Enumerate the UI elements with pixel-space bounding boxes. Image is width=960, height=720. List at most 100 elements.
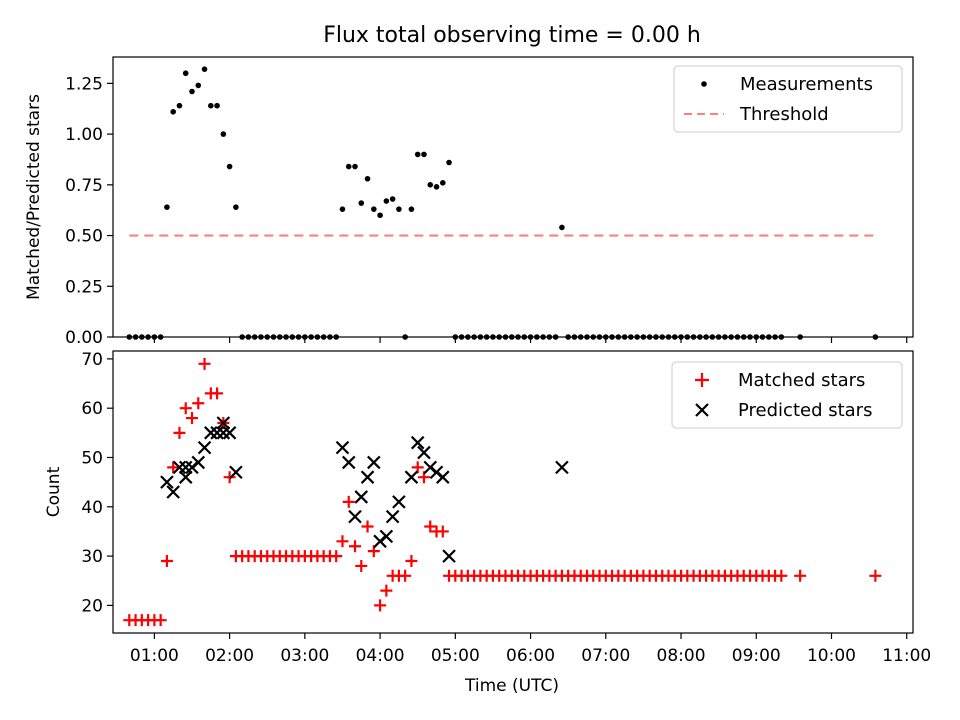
predicted-star-point — [410, 435, 425, 450]
measurement-point — [371, 206, 377, 212]
measurement-point — [208, 102, 214, 109]
x-tick-label: 05:00 — [431, 646, 480, 666]
predicted-star-point — [210, 426, 224, 440]
predicted-star-point — [367, 455, 381, 470]
measurement-point — [201, 66, 208, 72]
predicted-star-point — [216, 416, 231, 430]
matched-star-point — [794, 569, 807, 582]
measurement-point — [170, 108, 176, 115]
measurement-point — [339, 206, 346, 212]
matched-star-point — [361, 520, 374, 533]
matched-star-point — [380, 584, 393, 597]
matched-star-point — [198, 357, 211, 370]
measurement-point — [421, 151, 427, 158]
measurement-point — [408, 206, 415, 212]
matched-star-point — [436, 525, 449, 538]
matched-star-point — [192, 397, 205, 410]
measurement-point — [446, 159, 452, 166]
bottom-axes: 20 30 40 50 60 70 01:00 02:00 03:00 04:00 05:00 06:… — [81, 350, 931, 666]
x-tick-label: 08:00 — [657, 646, 706, 666]
x-tick-label: 02:00 — [205, 646, 254, 666]
legend-marker-predicted — [695, 403, 709, 417]
predicted-star-point — [436, 470, 450, 484]
bottom-marks — [123, 357, 882, 627]
matched-star-point — [179, 402, 192, 415]
matched-star-point — [160, 555, 173, 568]
matched-star-point — [355, 559, 368, 572]
legend-label-measurements: Measurements — [740, 74, 873, 95]
predicted-star-point — [178, 460, 193, 475]
predicted-star-point — [360, 470, 375, 484]
matched-star-point — [211, 387, 224, 400]
matched-star-point — [424, 520, 437, 533]
x-tick-label: 11:00 — [882, 646, 931, 666]
matched-star-point — [405, 555, 418, 568]
legend-label-predicted: Predicted stars — [738, 400, 872, 421]
predicted-star-point — [216, 426, 231, 440]
predicted-star-point — [335, 440, 350, 455]
matched-star-point — [417, 471, 430, 484]
matched-star-point — [342, 495, 355, 508]
x-axis-label: Time (UTC) — [464, 676, 559, 696]
y-tick-label: 30 — [81, 547, 103, 567]
top-legend: Measurements Threshold — [673, 65, 903, 133]
measurement-point — [396, 206, 402, 212]
matched-star-point — [411, 461, 424, 474]
x-tick-label: 01:00 — [130, 646, 179, 666]
measurement-point — [352, 163, 358, 170]
measurement-point — [559, 224, 565, 231]
x-tick-label: 10:00 — [807, 646, 856, 666]
bottom-ylabel: Count — [44, 466, 64, 517]
measurement-point — [195, 82, 202, 89]
top-axes: 0.00 0.25 0.50 0.75 1.00 1.25 — [65, 74, 908, 348]
predicted-star-point — [404, 470, 419, 484]
bottom-panel: 20 30 40 50 60 70 01:00 02:00 03:00 04:00 05:00 06:… — [44, 350, 931, 696]
x-tick-label: 04:00 — [356, 646, 405, 666]
legend-label-threshold: Threshold — [739, 104, 829, 125]
measurement-point — [433, 184, 440, 190]
measurement-point — [427, 182, 434, 188]
matched-star-point — [173, 426, 186, 439]
predicted-star-point — [348, 509, 362, 524]
predicted-star-point — [392, 495, 406, 509]
matched-star-point — [167, 461, 180, 474]
measurement-point — [214, 102, 220, 109]
measurement-point — [176, 102, 183, 109]
predicted-star-point — [417, 445, 431, 460]
y-tick-label: 40 — [81, 498, 103, 518]
x-tick-label: 09:00 — [732, 646, 781, 666]
predicted-star-point — [166, 485, 180, 499]
predicted-star-point — [442, 549, 456, 563]
y-tick-label: 0.50 — [65, 227, 103, 247]
predicted-star-point — [229, 465, 243, 480]
predicted-star-point — [354, 490, 369, 504]
top-ylabel: Matched/Predicted stars — [24, 94, 44, 300]
measurement-point — [383, 198, 390, 204]
bottom-legend: Matched stars Predicted stars — [671, 361, 903, 429]
predicted-star-point — [197, 440, 212, 455]
measurement-point — [364, 175, 371, 182]
measurement-point — [182, 70, 189, 77]
matched-star-point — [330, 550, 343, 563]
predicted-star-point — [555, 460, 569, 475]
bottom-legend-box — [671, 361, 903, 429]
predicted-star-point — [178, 470, 193, 484]
matched-star-point — [869, 569, 882, 582]
predicted-star-point — [204, 426, 218, 440]
matched-star-point — [367, 545, 380, 558]
y-tick-label: 0.75 — [65, 176, 103, 196]
measurement-point — [164, 204, 170, 210]
measurement-point — [189, 88, 195, 95]
top-legend-box — [673, 65, 903, 133]
y-tick-label: 60 — [81, 399, 103, 419]
y-tick-label: 20 — [81, 596, 103, 616]
legend-marker-measurements — [701, 81, 707, 87]
predicted-star-point — [172, 460, 187, 475]
x-tick-label: 07:00 — [581, 646, 630, 666]
measurement-point — [414, 151, 421, 158]
chart-title: Flux total observing time = 0.00 h — [323, 23, 701, 48]
matched-star-point — [336, 535, 349, 548]
predicted-star-point — [222, 426, 237, 440]
matched-star-point — [775, 569, 788, 582]
